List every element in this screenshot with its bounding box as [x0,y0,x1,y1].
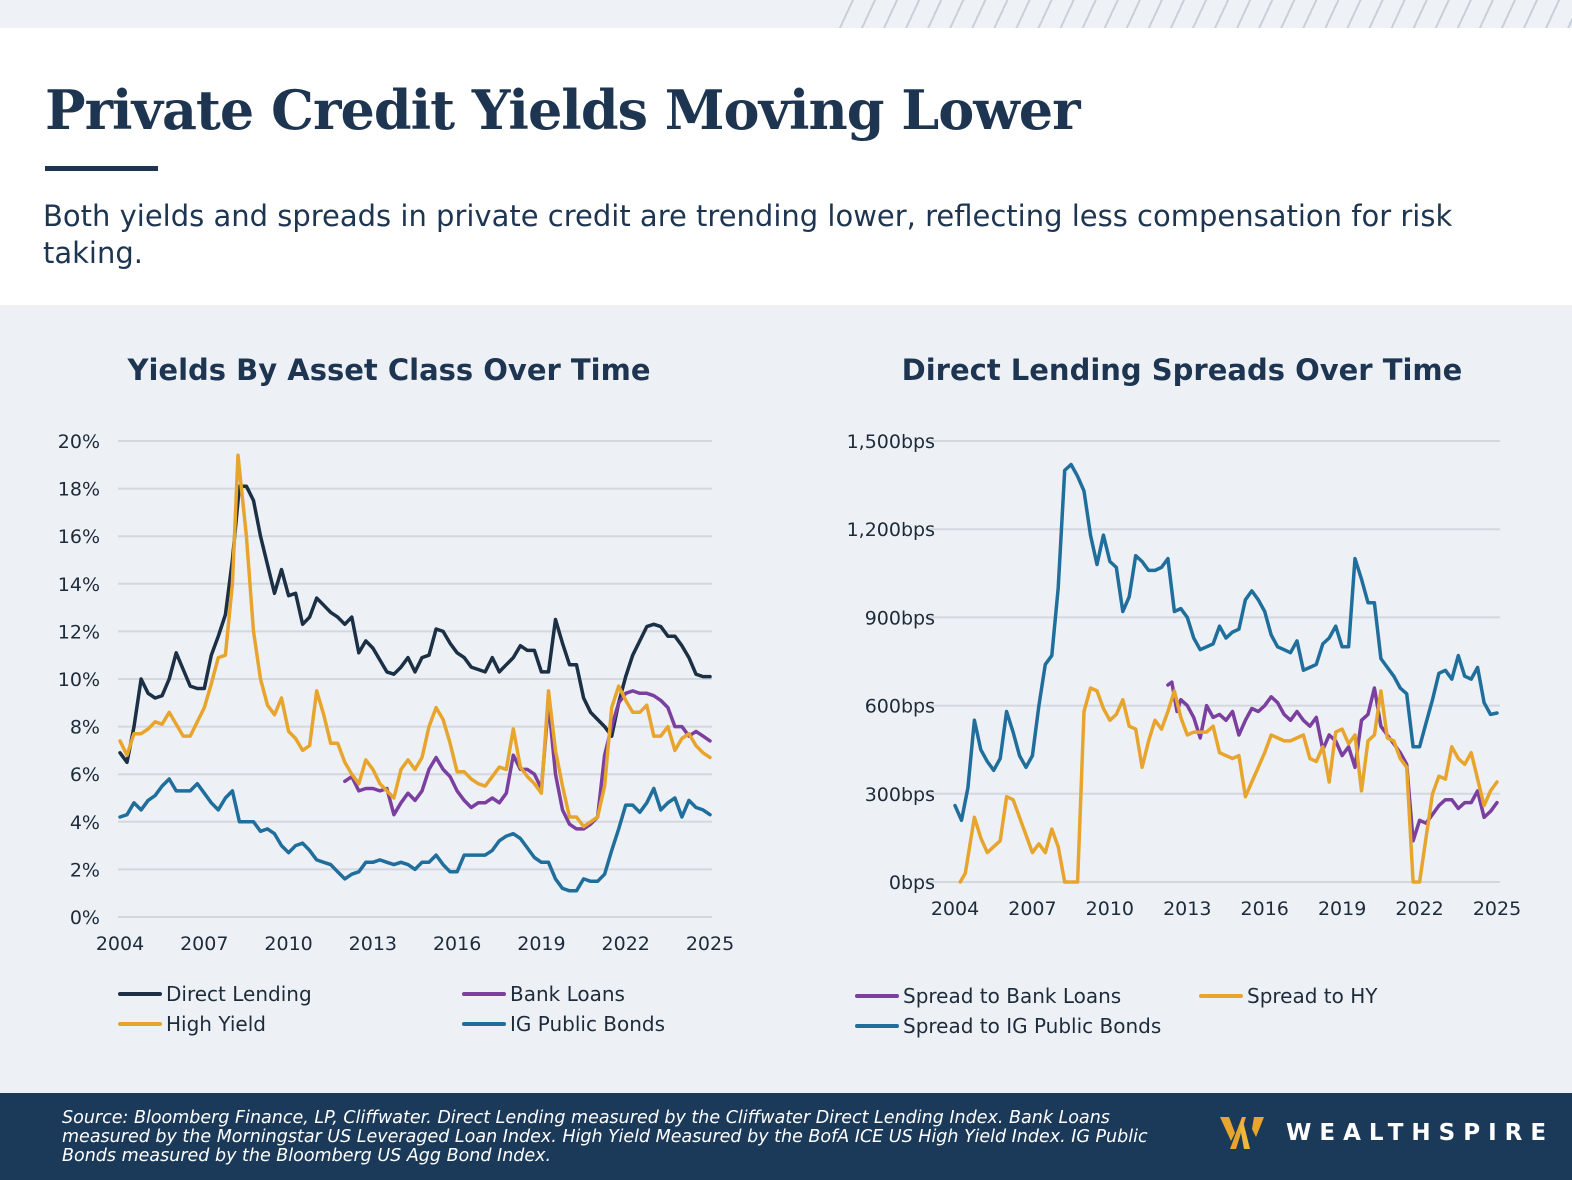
series-line-spread-to-ig-public-bonds [953,462,1499,823]
legend-swatch [118,992,162,996]
legend-swatch [118,1022,162,1026]
chart-title-spreads: Direct Lending Spreads Over Time [901,353,1463,387]
legend-label: High Yield [166,1012,266,1036]
series-line-spread-to-hy [958,686,1499,884]
legend-item-high-yield: High Yield [118,1012,266,1036]
x-tick-label: 2004 [931,898,979,920]
legend-label: IG Public Bonds [510,1012,666,1036]
legend-label: Spread to Bank Loans [903,984,1122,1008]
y-tick-label: 1,500bps [847,431,935,453]
y-tick-label: 10% [58,669,100,691]
y-tick-label: 12% [58,621,100,643]
page-title: Private Credit Yields Moving Lower [45,78,1081,142]
footer: Source: Bloomberg Finance, LP, Cliffwate… [0,1093,1572,1180]
legend-label: Spread to HY [1247,984,1378,1008]
y-tick-label: 16% [58,526,100,548]
legend-item-spread-hy: Spread to HY [1199,984,1377,1008]
legend-swatch [1199,994,1243,998]
x-tick-label: 2022 [602,933,650,955]
x-tick-label: 2016 [433,933,481,955]
x-tick-label: 2007 [1008,898,1056,920]
logo-text: WEALTHSPIRE [1286,1120,1555,1146]
decorative-stripes [832,0,1572,28]
legend-label: Spread to IG Public Bonds [903,1014,1162,1038]
page-subtitle: Both yields and spreads in private credi… [43,199,1453,270]
x-tick-label: 2010 [1086,898,1134,920]
x-tick-label: 2004 [96,933,144,955]
y-tick-label: 300bps [865,784,935,806]
x-tick-label: 2019 [517,933,565,955]
legend-swatch [462,1022,506,1026]
legend-item-direct-lending: Direct Lending [118,982,312,1006]
x-tick-label: 2013 [349,933,397,955]
title-underline [45,166,158,171]
y-tick-label: 900bps [865,607,935,629]
legend-item-spread-ig: Spread to IG Public Bonds [855,1014,1161,1038]
x-tick-label: 2013 [1163,898,1211,920]
x-tick-label: 2010 [264,933,312,955]
source-note: Source: Bloomberg Finance, LP, Cliffwate… [62,1108,1148,1166]
x-tick-label: 2022 [1395,898,1443,920]
series-line-bank-loans [343,689,712,831]
y-tick-label: 1,200bps [847,519,935,541]
charts-panel [0,305,1572,1093]
x-tick-label: 2019 [1318,898,1366,920]
legend-item-ig-public-bonds: IG Public Bonds [462,1012,665,1036]
y-tick-label: 14% [58,574,100,596]
legend-swatch [462,992,506,996]
y-tick-label: 4% [70,812,100,834]
y-tick-label: 600bps [865,696,935,718]
wealthspire-logo: WEALTHSPIRE [1220,1115,1554,1151]
y-tick-label: 8% [70,717,100,739]
x-tick-label: 2007 [180,933,228,955]
legend-item-spread-bank-loans: Spread to Bank Loans [855,984,1121,1008]
series-line-high-yield [118,453,712,829]
y-tick-label: 6% [70,764,100,786]
y-tick-label: 2% [70,859,100,881]
legend-swatch [855,1024,899,1028]
legend-item-bank-loans: Bank Loans [462,982,625,1006]
series-line-spread-to-bank-loans [1166,680,1499,843]
w-logo-icon [1220,1117,1264,1149]
x-tick-label: 2025 [1473,898,1521,920]
top-band [0,0,1572,28]
y-tick-label: 18% [58,479,100,501]
y-tick-label: 0bps [889,872,935,894]
chart-title-yields: Yields By Asset Class Over Time [127,353,651,387]
legend-label: Bank Loans [510,982,625,1006]
series-line-ig-public-bonds [118,777,712,893]
y-tick-label: 0% [70,907,100,929]
x-tick-label: 2025 [686,933,734,955]
legend-label: Direct Lending [166,982,312,1006]
legend-swatch [855,994,899,998]
series-line-direct-lending [118,484,712,765]
x-tick-label: 2016 [1241,898,1289,920]
y-tick-label: 20% [58,431,100,453]
